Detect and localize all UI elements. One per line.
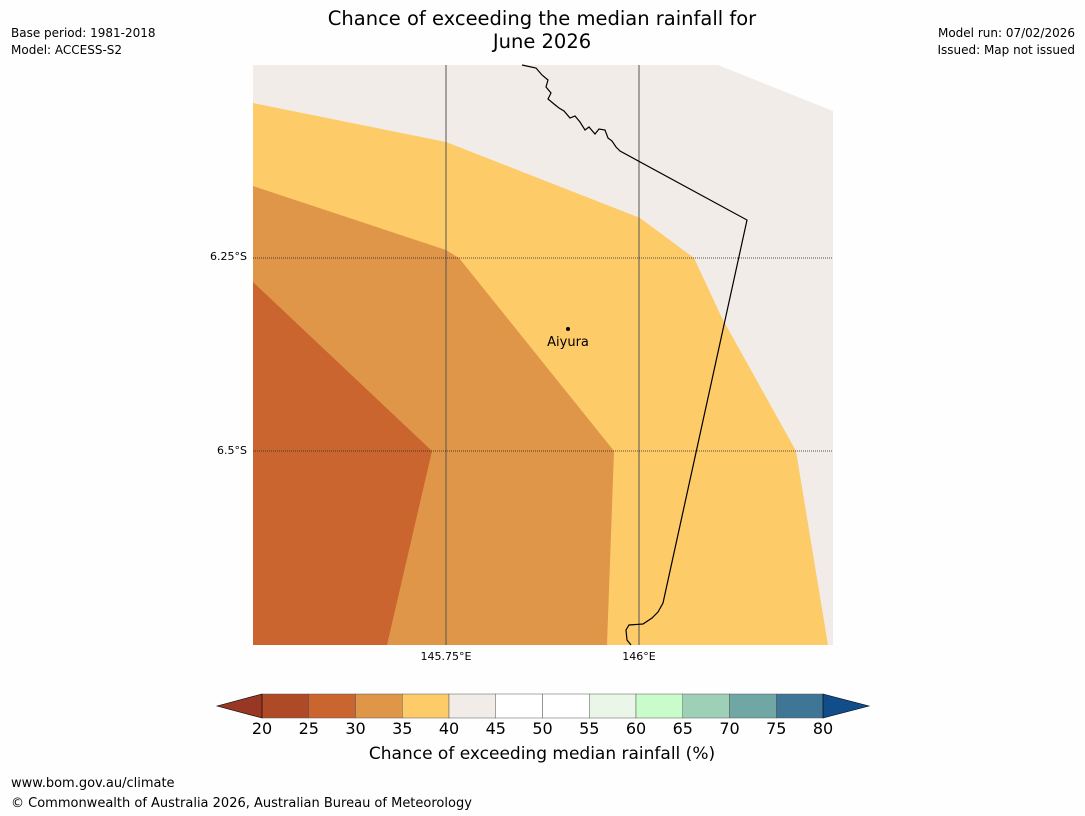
issued-text: Issued: Map not issued [937,43,1075,57]
base-period-text: Base period: 1981-2018 [11,26,156,40]
footer-url: www.bom.gov.au/climate [11,776,175,791]
colorbar-cells [261,693,824,719]
lat-label-6-5: 6.5°S [217,444,247,457]
colorbar-tick-label: 60 [625,719,647,738]
colorbar-tick-label: 20 [251,719,273,738]
colorbar-cell [589,693,637,719]
colorbar-over-triangle [822,693,871,719]
colorbar-tick-label: 55 [579,719,600,738]
colorbar-tick-label: 75 [766,719,787,738]
map-metadata-right: Model run: 07/02/2026 Issued: Map not is… [937,25,1075,59]
colorbar-cell [355,693,403,719]
colorbar-tick-label: 35 [392,719,413,738]
aiyura-marker [566,327,570,331]
footer-copyright: © Commonwealth of Australia 2026, Austra… [11,796,472,811]
colorbar-cell [308,693,356,719]
colorbar-cell [402,693,450,719]
colorbar-tick-label: 50 [532,719,553,738]
map-outside-area [718,65,833,111]
colorbar-tick-label: 70 [719,719,740,738]
colorbar-tick-label: 80 [812,719,834,738]
colorbar-cell [682,693,730,719]
model-text: Model: ACCESS-S2 [11,43,123,57]
colorbar-under-triangle [215,693,263,719]
colorbar-cell [635,693,683,719]
lon-label-145-75: 145.75°E [420,650,472,663]
colorbar-label: Chance of exceeding median rainfall (%) [368,744,716,764]
aiyura-label: Aiyura [547,335,589,350]
lat-label-6-25: 6.25°S [210,250,247,263]
colorbar-tick-label: 30 [345,719,366,738]
region-25-30 [253,282,432,645]
colorbar-cell [261,693,309,719]
colorbar-cell [729,693,777,719]
map-title-line1: Chance of exceeding the median rainfall … [327,7,757,30]
footer: www.bom.gov.au/climate © Commonwealth of… [11,774,472,814]
map-title: Chance of exceeding the median rainfall … [242,7,842,53]
colorbar-tick-label: 45 [485,719,506,738]
map-title-line2: June 2026 [492,30,592,53]
colorbar-cell [776,693,824,719]
map-metadata-left: Base period: 1981-2018 Model: ACCESS-S2 [11,25,156,59]
colorbar-cell [542,693,590,719]
colorbar-cell [495,693,543,719]
colorbar-tick-label: 65 [672,719,693,738]
province-border [521,64,748,646]
colorbar-tick-label: 25 [298,719,319,738]
colorbar-cell [448,693,496,719]
colorbar-tick-label: 40 [438,719,460,738]
model-run-text: Model run: 07/02/2026 [937,26,1075,40]
lon-label-146: 146°E [622,650,656,663]
